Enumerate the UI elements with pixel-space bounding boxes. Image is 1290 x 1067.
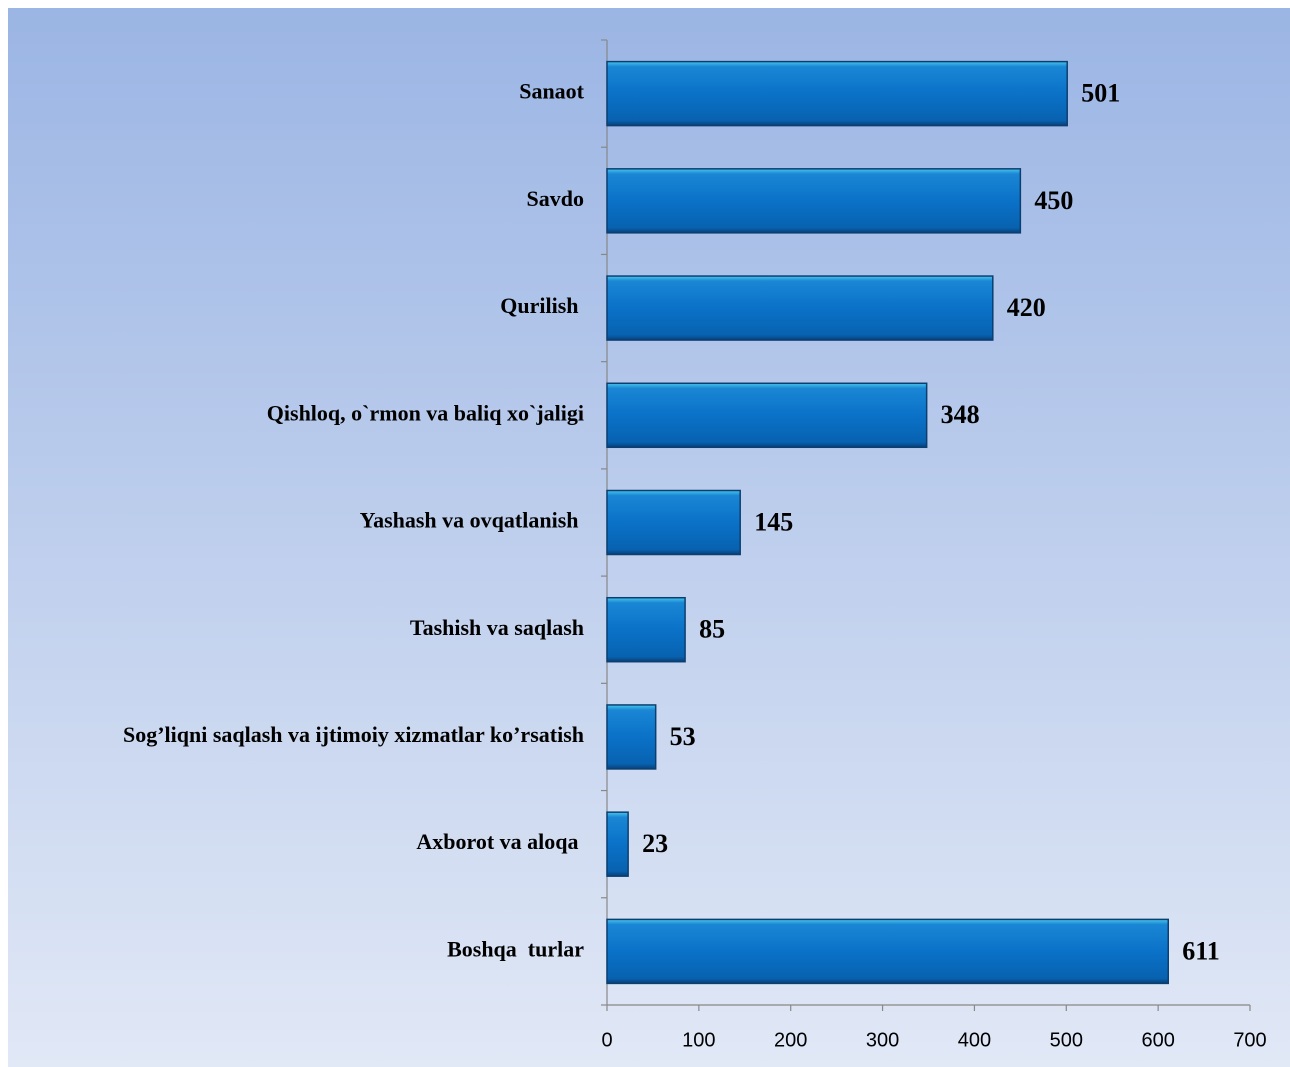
x-tick-label: 0 bbox=[601, 1029, 612, 1051]
bar bbox=[606, 382, 928, 449]
category-label: Sanaot bbox=[519, 79, 584, 104]
value-label: 450 bbox=[1034, 186, 1073, 215]
bar bbox=[606, 918, 1169, 985]
category-label: Axborot va aloqa bbox=[416, 829, 584, 854]
bar bbox=[606, 704, 657, 770]
value-label: 53 bbox=[670, 722, 696, 751]
category-label: Savdo bbox=[527, 186, 584, 211]
value-label: 348 bbox=[941, 400, 980, 429]
category-label: Qishloq, o`rmon va baliq xo`jaligi bbox=[267, 400, 584, 425]
bar bbox=[606, 168, 1022, 234]
x-tick-label: 500 bbox=[1050, 1029, 1083, 1051]
value-label: 23 bbox=[642, 829, 668, 858]
x-tick-label: 300 bbox=[866, 1029, 899, 1051]
value-label: 420 bbox=[1007, 293, 1046, 322]
category-label: Yashash va ovqatlanish bbox=[360, 508, 584, 533]
category-label: Qurilish bbox=[500, 293, 584, 318]
x-tick-label: 700 bbox=[1233, 1029, 1266, 1051]
x-tick-label: 200 bbox=[774, 1029, 807, 1051]
bar bbox=[606, 811, 629, 877]
value-label: 501 bbox=[1081, 79, 1120, 108]
category-label: Tashish va saqlash bbox=[410, 615, 584, 640]
bar bbox=[606, 489, 741, 556]
value-label: 85 bbox=[699, 615, 725, 644]
bar bbox=[606, 596, 686, 663]
value-label: 145 bbox=[754, 507, 793, 536]
x-tick-label: 400 bbox=[958, 1029, 991, 1051]
value-label: 611 bbox=[1182, 936, 1220, 965]
category-label: Boshqa turlar bbox=[447, 936, 584, 961]
x-tick-label: 100 bbox=[682, 1029, 715, 1051]
bar bbox=[606, 275, 994, 341]
bar bbox=[606, 60, 1068, 127]
x-tick-label: 600 bbox=[1141, 1029, 1174, 1051]
category-label: Sog’liqni saqlash va ijtimoiy xizmatlar … bbox=[123, 722, 584, 747]
